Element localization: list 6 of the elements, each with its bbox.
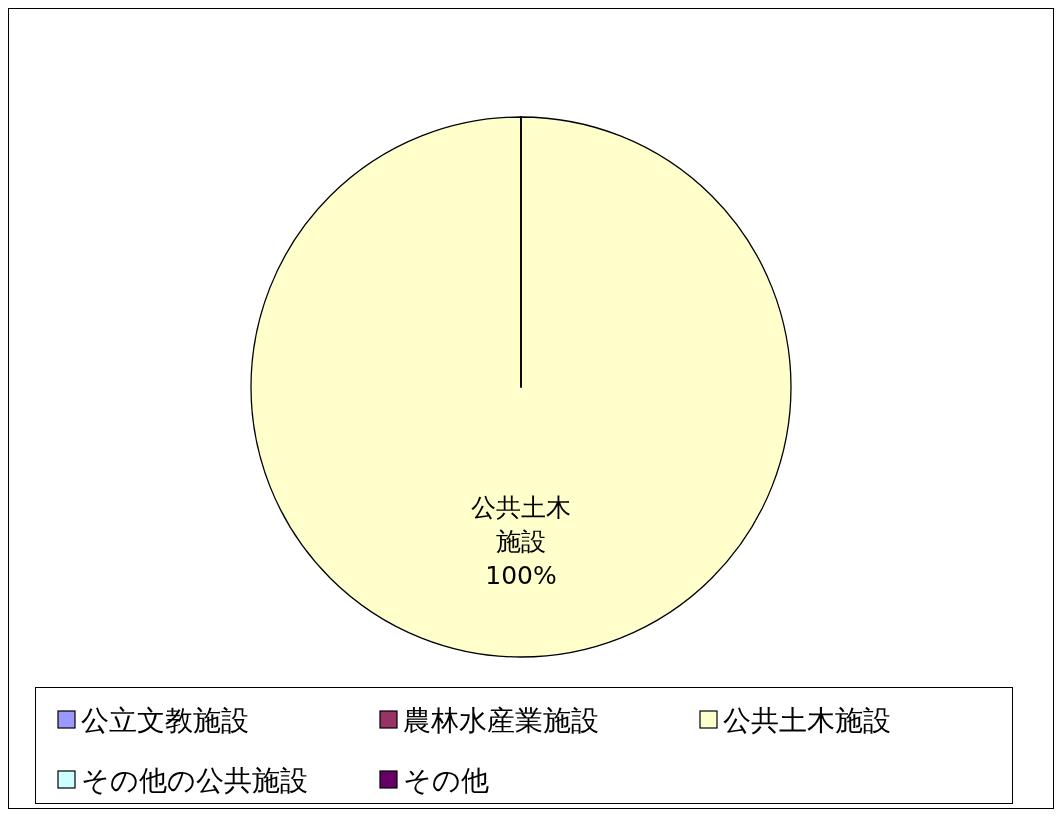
legend-label: その他 (403, 764, 489, 797)
legend-label: 農林水産業施設 (403, 704, 599, 737)
legend-label: その他の公共施設 (81, 764, 308, 797)
legend-label: 公共土木施設 (723, 704, 891, 737)
legend-label: 公立文教施設 (81, 704, 249, 737)
data-label: 公共土木施設 100% (471, 492, 571, 590)
